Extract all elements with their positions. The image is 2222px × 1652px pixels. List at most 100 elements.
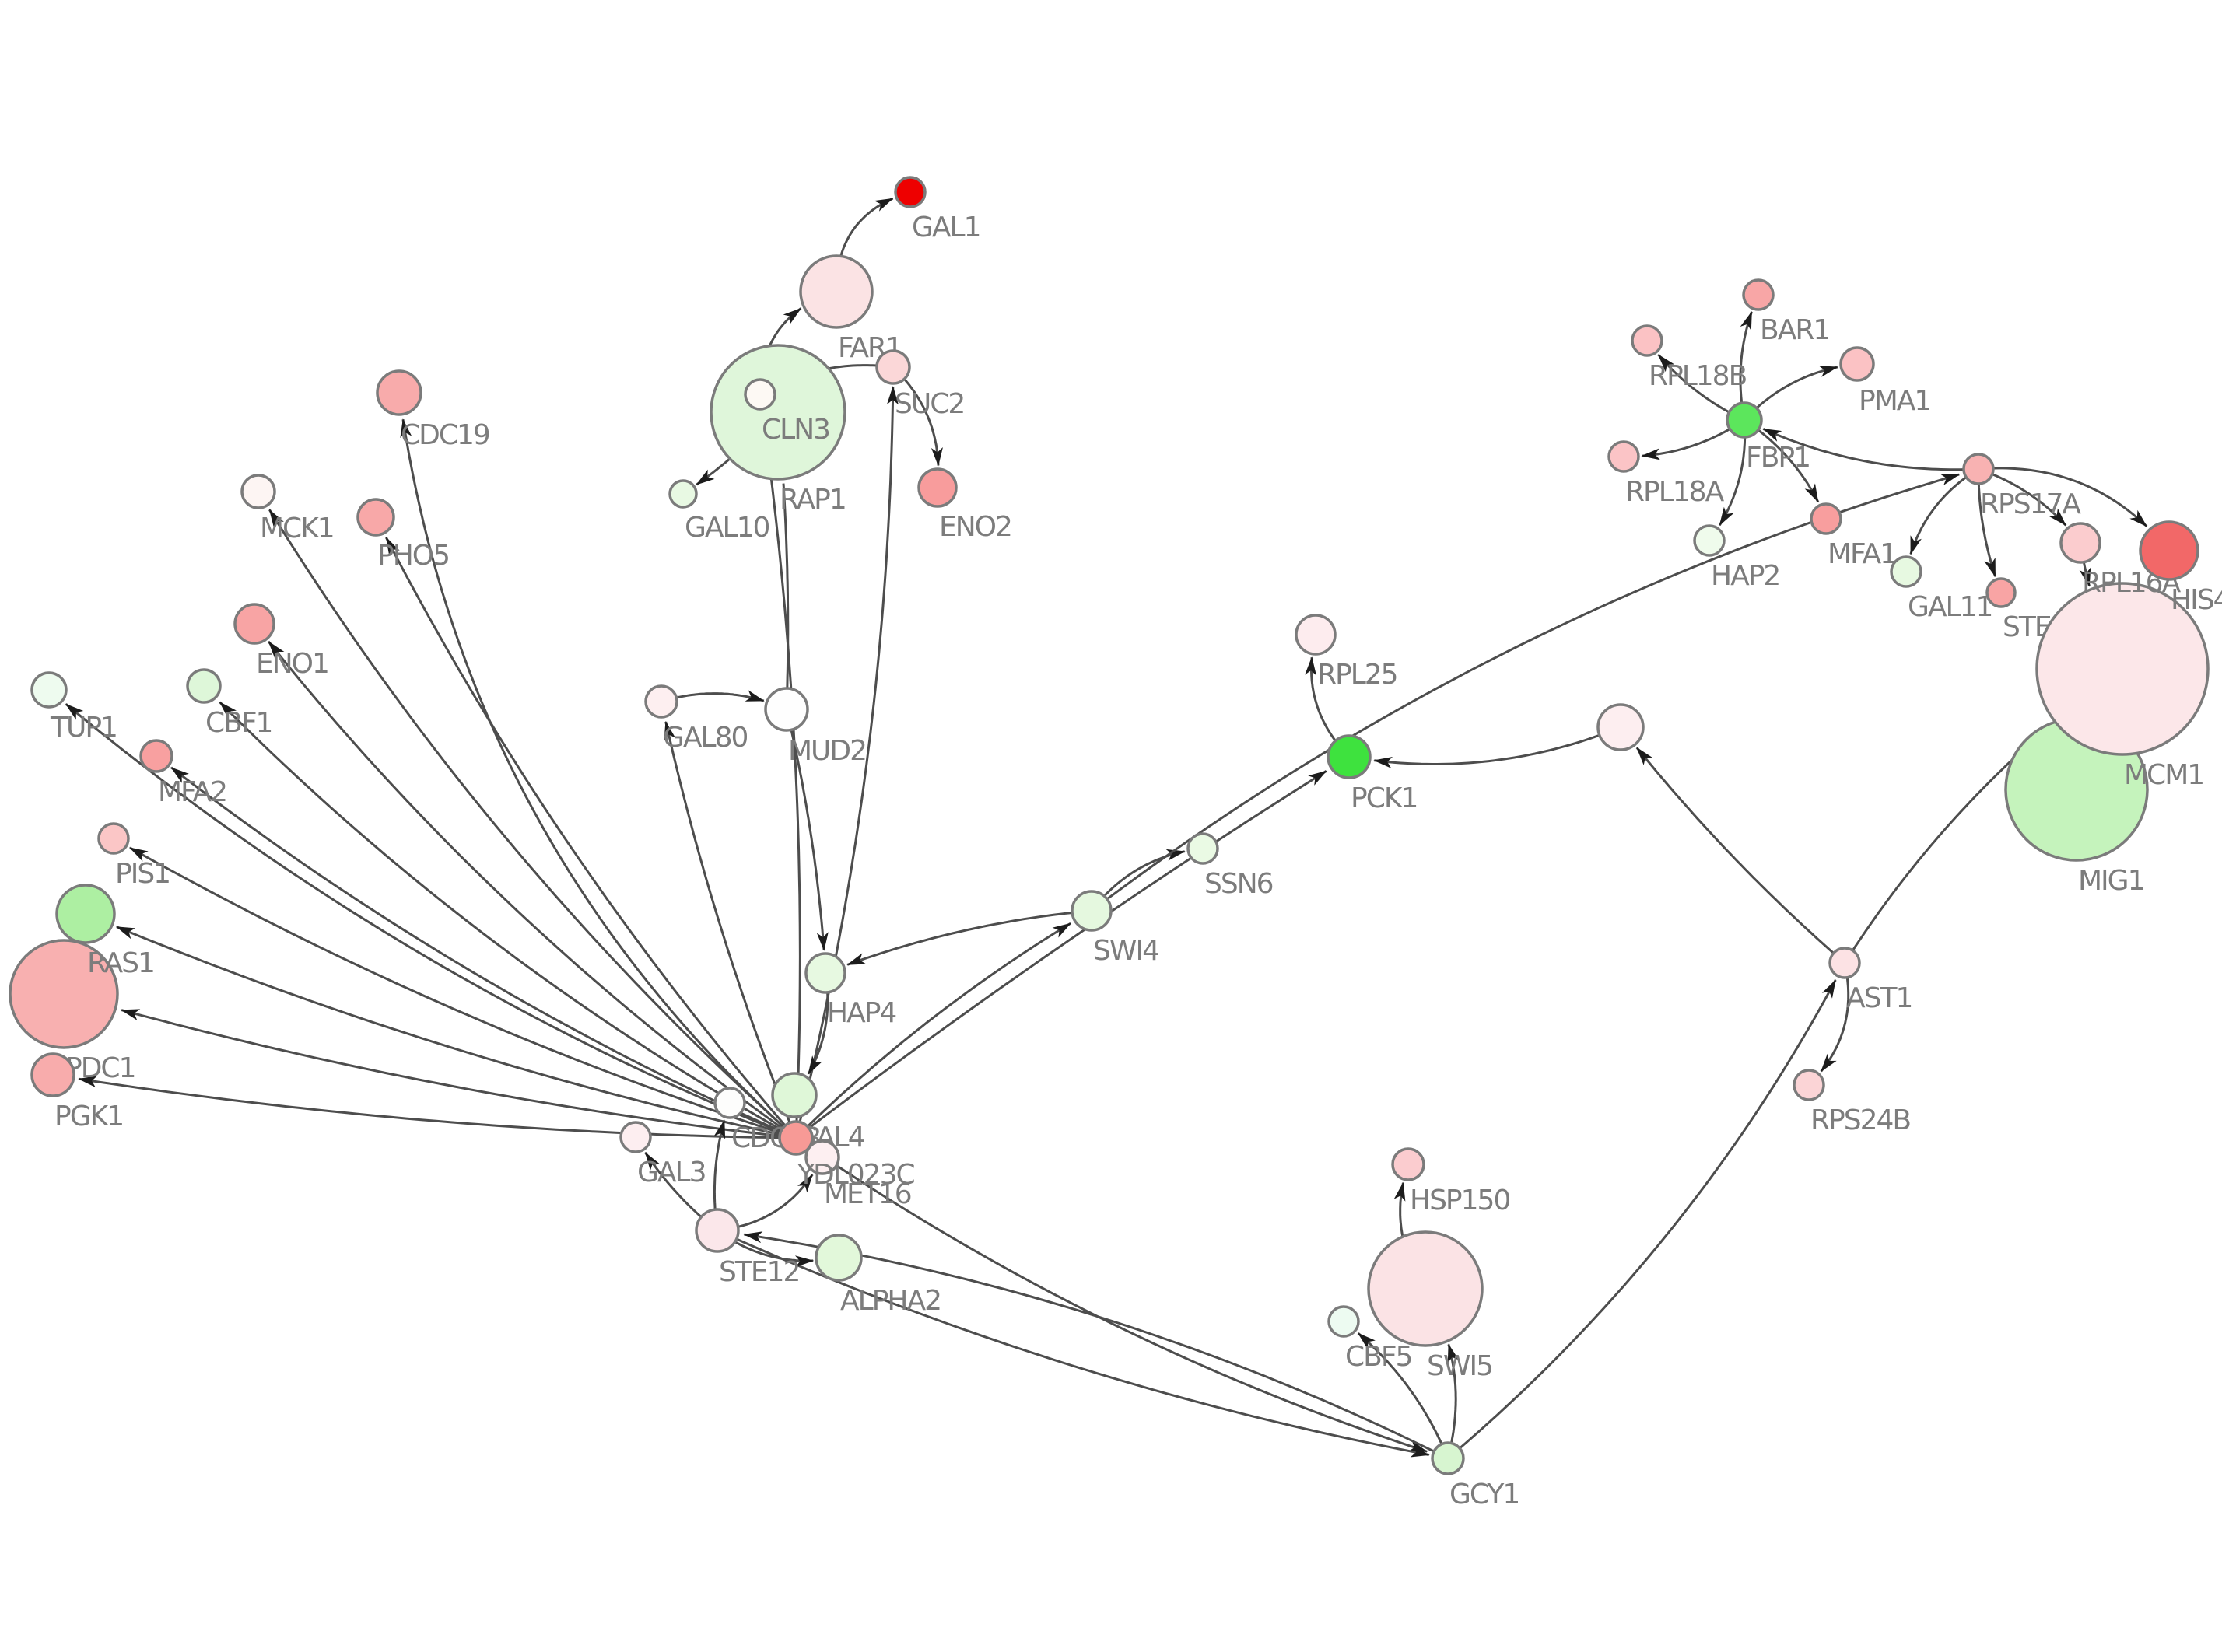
edge-YDL023C-SWI4[interactable] xyxy=(794,922,1071,1139)
node-group-MET16: MET16 xyxy=(804,1139,913,1210)
edge-YDL023C-CBF1[interactable] xyxy=(219,701,797,1139)
node-BAR1[interactable] xyxy=(1742,278,1775,311)
edge-FBP1-PMA1[interactable] xyxy=(1743,366,1838,422)
edge-YDL023C-TUP1[interactable] xyxy=(65,703,797,1139)
edge-YDL023C-SUC2[interactable] xyxy=(794,386,899,1139)
edge-YDL023C-PCK1[interactable] xyxy=(795,770,1327,1139)
edge-GCY1-STE12[interactable] xyxy=(743,1231,1449,1460)
node-label-FBP1: FBP1 xyxy=(1746,442,1810,474)
node-GCY1[interactable] xyxy=(1431,1441,1465,1475)
node-FBP1[interactable] xyxy=(1726,401,1763,439)
node-group-PDC1: PDC1 xyxy=(9,939,136,1084)
node-RPS17A[interactable] xyxy=(1962,453,1995,485)
node-YDL023C[interactable] xyxy=(778,1120,814,1156)
node-SUC2[interactable] xyxy=(875,349,911,385)
node-SSN6[interactable] xyxy=(1186,832,1219,865)
edge-YDL023C-PDC1[interactable] xyxy=(121,1009,797,1139)
edge-RPS17A-RPL16A[interactable] xyxy=(1978,467,2067,527)
edge-SWI4-HAP4[interactable] xyxy=(846,909,1092,966)
edge-RPS17A-GAL11[interactable] xyxy=(1909,467,1979,555)
node-PMA1[interactable] xyxy=(1839,346,1875,382)
edge-FBP1-HAP2[interactable] xyxy=(1718,419,1747,527)
node-HAP4[interactable] xyxy=(804,952,846,994)
node-ENO2[interactable] xyxy=(917,467,958,508)
edge-GCY1-SWI5[interactable] xyxy=(1446,1343,1460,1459)
node-SWI5[interactable] xyxy=(1367,1230,1484,1347)
edge-YDL023C-PGK1[interactable] xyxy=(78,1076,797,1139)
node-GAL4[interactable] xyxy=(771,1072,818,1118)
node-ALPHA2[interactable] xyxy=(815,1234,863,1282)
node-layer: RAP1 CLN3 GAL10 FAR1 SUC2 GAL1 ENO2 CDC19 MCK1 PH… xyxy=(9,176,2222,1510)
edge-YDL023C-PIS1[interactable] xyxy=(129,846,797,1139)
node-RPS24B[interactable] xyxy=(1793,1069,1825,1101)
node-PIS1[interactable] xyxy=(97,822,130,855)
node-GAL3[interactable] xyxy=(619,1121,652,1153)
node-HSP150[interactable] xyxy=(1391,1147,1425,1181)
edge-UNNAMED-PCK1[interactable] xyxy=(1373,726,1621,768)
node-AST1[interactable] xyxy=(1828,947,1861,979)
node-group-GAL10: GAL10 xyxy=(668,479,770,544)
edge-FBP1-RPL18A[interactable] xyxy=(1641,418,1745,460)
node-label-SSN6: SSN6 xyxy=(1204,868,1273,900)
edge-RPS17A-STE2[interactable] xyxy=(1977,469,1997,578)
node-GAL11[interactable] xyxy=(1890,555,1922,588)
node-RAP1[interactable] xyxy=(710,344,846,481)
node-GAL10[interactable] xyxy=(668,479,698,509)
node-CLN3[interactable] xyxy=(744,378,776,411)
node-PHO5[interactable] xyxy=(356,498,395,537)
node-STE2[interactable] xyxy=(1985,577,2017,608)
node-RPL18B[interactable] xyxy=(1631,324,1663,357)
edge-MUD2-HAP4[interactable] xyxy=(785,709,829,951)
node-MET16[interactable] xyxy=(804,1139,840,1175)
node-MFA1[interactable] xyxy=(1810,502,1842,535)
edge-YDL023C-CDC19[interactable] xyxy=(400,418,797,1139)
node-GAL1[interactable] xyxy=(894,176,927,208)
node-CBF1[interactable] xyxy=(186,668,222,704)
edge-AST1-UNNAMED[interactable] xyxy=(1635,747,1845,964)
edge-SWI4-RPS17A[interactable] xyxy=(1091,473,1961,912)
node-HAP2[interactable] xyxy=(1693,524,1726,557)
node-TUP1[interactable] xyxy=(30,671,68,709)
node-STE12[interactable] xyxy=(695,1208,740,1253)
edge-FBP1-BAR1[interactable] xyxy=(1739,310,1753,421)
node-CDC19[interactable] xyxy=(376,369,422,416)
node-label-SWI5: SWI5 xyxy=(1427,1350,1492,1382)
node-RAS1[interactable] xyxy=(55,884,116,944)
edge-MUD2-RAP1[interactable] xyxy=(782,483,790,710)
node-FAR1[interactable] xyxy=(799,254,874,329)
edge-YDL023C-ENO1[interactable] xyxy=(267,640,797,1139)
node-ENO1[interactable] xyxy=(233,603,275,645)
edge-SUC2-ENO2[interactable] xyxy=(892,366,943,467)
edge-AST1-RPS24B[interactable] xyxy=(1820,962,1850,1073)
edge-RPS17A-FBP1[interactable] xyxy=(1762,428,1979,471)
node-CDC28[interactable] xyxy=(713,1087,746,1119)
node-UNNAMED[interactable] xyxy=(1596,703,1645,751)
node-label-PIS1: PIS1 xyxy=(115,858,170,890)
node-HIS4[interactable] xyxy=(2139,520,2199,581)
node-PGK1[interactable] xyxy=(30,1052,75,1097)
edge-FBP1-MFA1[interactable] xyxy=(1744,418,1820,503)
node-PCK1[interactable] xyxy=(1327,734,1372,779)
edge-YDL023C-MCK1[interactable] xyxy=(268,509,797,1139)
node-RPL18A[interactable] xyxy=(1607,440,1640,473)
node-RPL16A[interactable] xyxy=(2059,522,2101,564)
node-GAL80[interactable] xyxy=(644,684,678,719)
node-MFA2[interactable] xyxy=(139,739,173,773)
node-CBF5[interactable] xyxy=(1327,1305,1360,1338)
edge-YDL023C-GAL80[interactable] xyxy=(664,720,797,1139)
edge-YDL023C-CLN3[interactable] xyxy=(759,411,801,1139)
edge-YDL023C-RAS1[interactable] xyxy=(115,926,797,1139)
edge-YDL023C-MFA2[interactable] xyxy=(170,766,797,1139)
edge-GCY1-CBF5[interactable] xyxy=(1357,1332,1449,1459)
edge-GAL80-MUD2[interactable] xyxy=(661,690,765,703)
node-PDC1[interactable] xyxy=(9,939,119,1049)
node-SWI4[interactable] xyxy=(1071,890,1113,932)
edge-YDL023C-PHO5[interactable] xyxy=(384,537,797,1139)
node-MCM1[interactable] xyxy=(2035,582,2210,756)
node-MUD2[interactable] xyxy=(764,687,809,732)
node-MCK1[interactable] xyxy=(240,474,276,509)
node-RPL25[interactable] xyxy=(1295,614,1337,656)
edge-GCY1-AST1[interactable] xyxy=(1447,979,1837,1460)
edge-RPS17A-HIS4[interactable] xyxy=(1978,467,2148,527)
